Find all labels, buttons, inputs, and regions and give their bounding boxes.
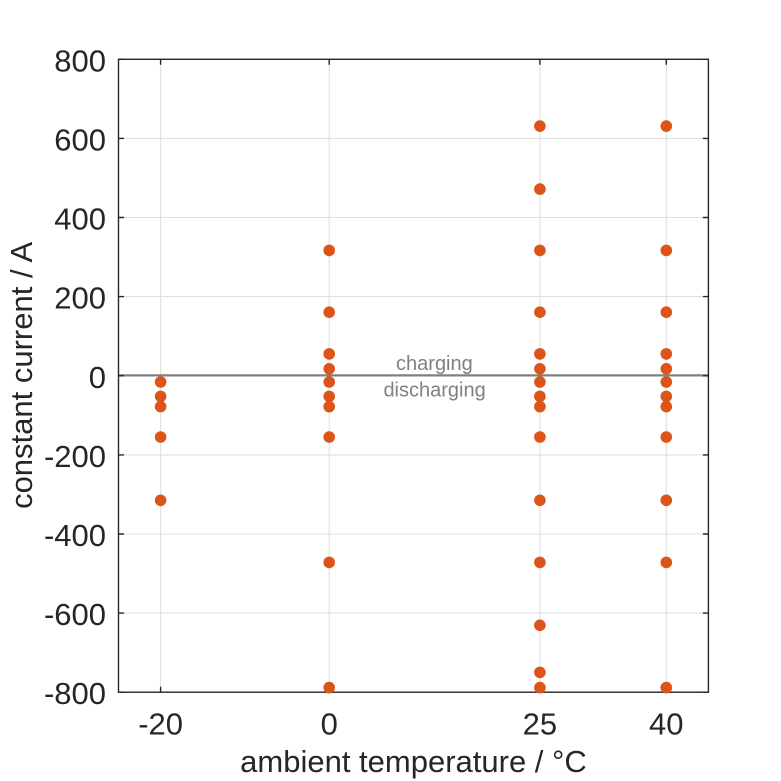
svg-text:0: 0 [89,360,106,395]
svg-text:ambient temperature / °C: ambient temperature / °C [240,744,587,779]
svg-text:40: 40 [649,707,683,742]
svg-text:400: 400 [54,202,106,237]
svg-text:charging: charging [396,353,473,375]
svg-text:constant current / A: constant current / A [4,242,39,509]
svg-text:-200: -200 [44,439,106,474]
svg-text:0: 0 [321,707,338,742]
svg-text:200: 200 [54,281,106,316]
svg-text:25: 25 [523,707,557,742]
svg-text:800: 800 [54,43,106,78]
svg-text:-800: -800 [44,676,106,711]
svg-text:-400: -400 [44,518,106,553]
svg-text:600: 600 [54,122,106,157]
svg-text:discharging: discharging [383,380,485,402]
svg-text:-600: -600 [44,597,106,632]
svg-text:-20: -20 [138,707,183,742]
